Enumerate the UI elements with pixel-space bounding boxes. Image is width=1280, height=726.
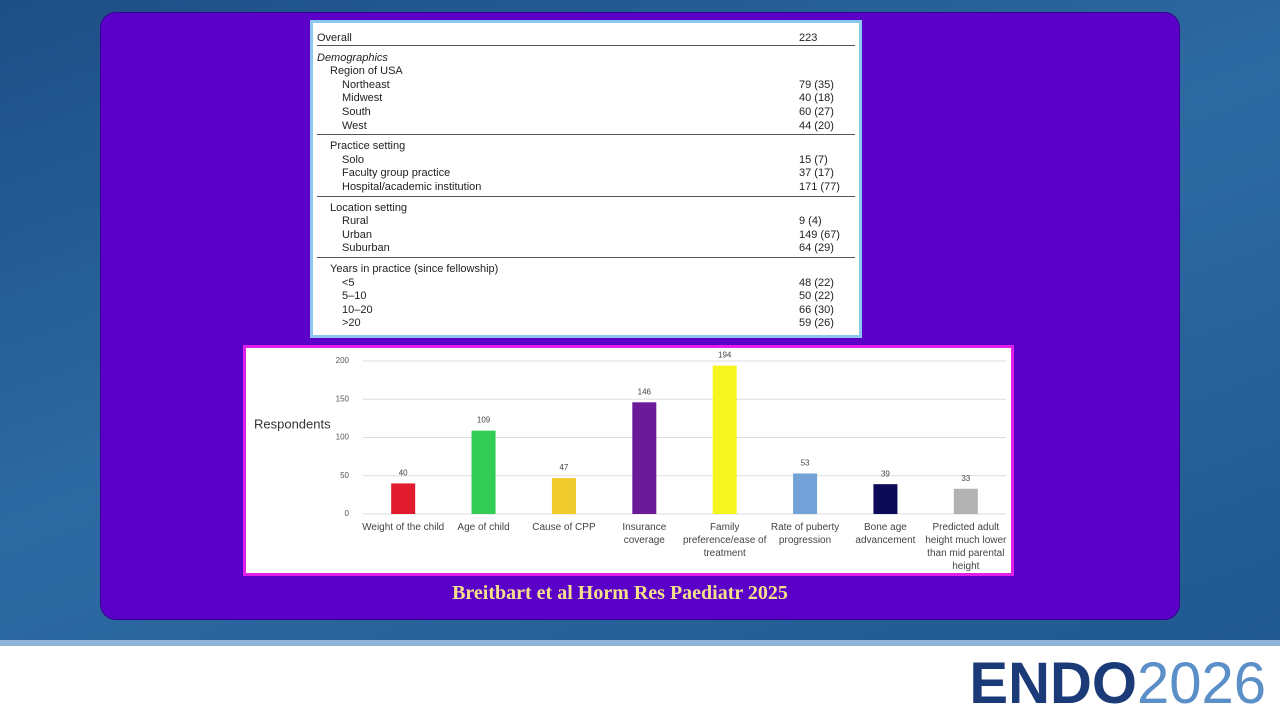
cell-label: Midwest	[342, 92, 383, 105]
cell-value: 64 (29)	[799, 242, 834, 255]
x-tick-label: Age of child	[457, 522, 510, 533]
cell-value: 79 (35)	[799, 78, 834, 91]
logo-year: 2026	[1136, 651, 1266, 716]
table-row: South 60 (27)	[313, 106, 859, 119]
cell-label: Region of USA	[330, 65, 403, 78]
rule	[317, 44, 855, 46]
caption: Breitbart et al Horm Res Paediatr 2025	[452, 582, 788, 604]
chart-svg: Respondents 0 50 100 150 200 40 109 47 146 194 53 39…	[254, 351, 1006, 518]
rule	[317, 257, 855, 258]
cell-value: 50 (22)	[799, 290, 834, 303]
y-axis-label: Respondents	[254, 416, 331, 431]
bar	[471, 430, 496, 514]
value-label: 40	[399, 469, 408, 478]
cell-label: 10–20	[342, 303, 373, 316]
cell-label: Suburban	[342, 242, 390, 255]
table-row: Faculty group practice 37 (17)	[313, 167, 859, 180]
bar	[632, 402, 657, 514]
x-tick-label: Cause of CPP	[532, 522, 596, 533]
bar	[793, 473, 818, 514]
cell-value: 37 (17)	[799, 167, 834, 180]
cell-value: 48 (22)	[799, 276, 834, 289]
group-heading: Location setting	[313, 202, 859, 215]
cell-label: Northeast	[342, 78, 390, 91]
rule	[317, 195, 855, 197]
value-label: 146	[638, 387, 652, 396]
cell-value: 149 (67)	[799, 228, 840, 241]
cell-value: 59 (26)	[799, 317, 834, 330]
table-row: Hospital/academic institution 171 (77)	[313, 181, 859, 194]
y-tick-label: 100	[336, 433, 350, 442]
x-tick-label: Insurance coverage	[622, 522, 667, 546]
group-heading: Years in practice (since fellowship)	[313, 263, 859, 276]
x-tick-label: Rate of puberty progression	[770, 522, 840, 546]
cell-label: Rural	[342, 215, 369, 228]
bar	[551, 478, 576, 514]
cell-label: Faculty group practice	[342, 167, 451, 180]
chart: Respondents 0 50 100 150 200 40 109 47 146 194 53 39…	[243, 345, 1014, 576]
value-label: 47	[559, 463, 568, 472]
value-label: 53	[801, 459, 810, 468]
x-tick-label: Family preference/ease of treatment	[682, 522, 767, 559]
cell-label: West	[342, 119, 367, 132]
table-row: Urban 149 (67)	[313, 229, 859, 242]
table: Overall 223 Demographics Region of USA North…	[310, 20, 862, 338]
cell-label: Location setting	[330, 201, 408, 214]
y-tick-label: 50	[340, 471, 349, 480]
section-row: Demographics	[313, 52, 859, 65]
value-label: 194	[718, 351, 732, 360]
rule	[317, 134, 855, 136]
cell-value: 171 (77)	[799, 181, 840, 193]
y-tick-label: 200	[336, 356, 350, 365]
cell-label: Solo	[342, 153, 365, 166]
cell-value: 44 (20)	[799, 119, 834, 132]
value-label: 33	[961, 474, 970, 483]
table-row: Northeast 79 (35)	[313, 79, 859, 92]
cell-value: 9 (4)	[799, 215, 822, 228]
table-row: <5 48 (22)	[313, 277, 859, 290]
table-row: 10–20 66 (30)	[313, 304, 859, 317]
cell-value: 40 (18)	[799, 92, 834, 105]
group-heading: Practice setting	[313, 140, 859, 153]
bar	[873, 484, 898, 514]
cell-value: 223	[799, 32, 818, 44]
group-heading: Region of USA	[313, 65, 859, 78]
table-row: Suburban 64 (29)	[313, 242, 859, 255]
bar	[391, 483, 416, 514]
cell-label: Hospital/academic institution	[342, 181, 482, 193]
logo: ENDO2026	[969, 652, 1266, 716]
cell-label: Demographics	[317, 51, 388, 64]
x-tick-label: Weight of the child	[362, 522, 445, 533]
y-tick-label: 0	[345, 509, 350, 518]
bar	[712, 365, 737, 514]
footer-band	[0, 640, 1280, 726]
table-row: >20 59 (26)	[313, 317, 859, 330]
table-row: Solo 15 (7)	[313, 154, 859, 167]
cell-value: 15 (7)	[799, 153, 828, 166]
cell-value: 60 (27)	[799, 106, 834, 118]
table-row: Rural 9 (4)	[313, 215, 859, 228]
cell-label: Urban	[342, 228, 372, 241]
cell-label: Years in practice (since fellowship)	[330, 263, 499, 275]
cell-label: Practice setting	[330, 140, 406, 153]
table-row: West 44 (20)	[313, 120, 859, 133]
cell-label: Overall	[317, 32, 352, 44]
x-tick-label: Predicted adult height much lower than m…	[925, 522, 1007, 572]
cell-label: South	[342, 106, 371, 118]
bar	[953, 488, 978, 514]
cell-label: 5–10	[342, 290, 367, 303]
cell-label: >20	[342, 317, 361, 330]
y-tick-label: 150	[336, 394, 350, 403]
logo-brand: ENDO	[969, 651, 1137, 716]
x-tick-label: Bone age advancement	[855, 522, 916, 546]
table-row: Midwest 40 (18)	[313, 92, 859, 105]
table-row: 5–10 50 (22)	[313, 290, 859, 303]
cell-value: 66 (30)	[799, 303, 834, 316]
value-label: 39	[881, 469, 890, 478]
cell-label: <5	[342, 276, 355, 289]
value-label: 109	[477, 416, 491, 425]
overall-row: Overall 223	[313, 32, 859, 45]
